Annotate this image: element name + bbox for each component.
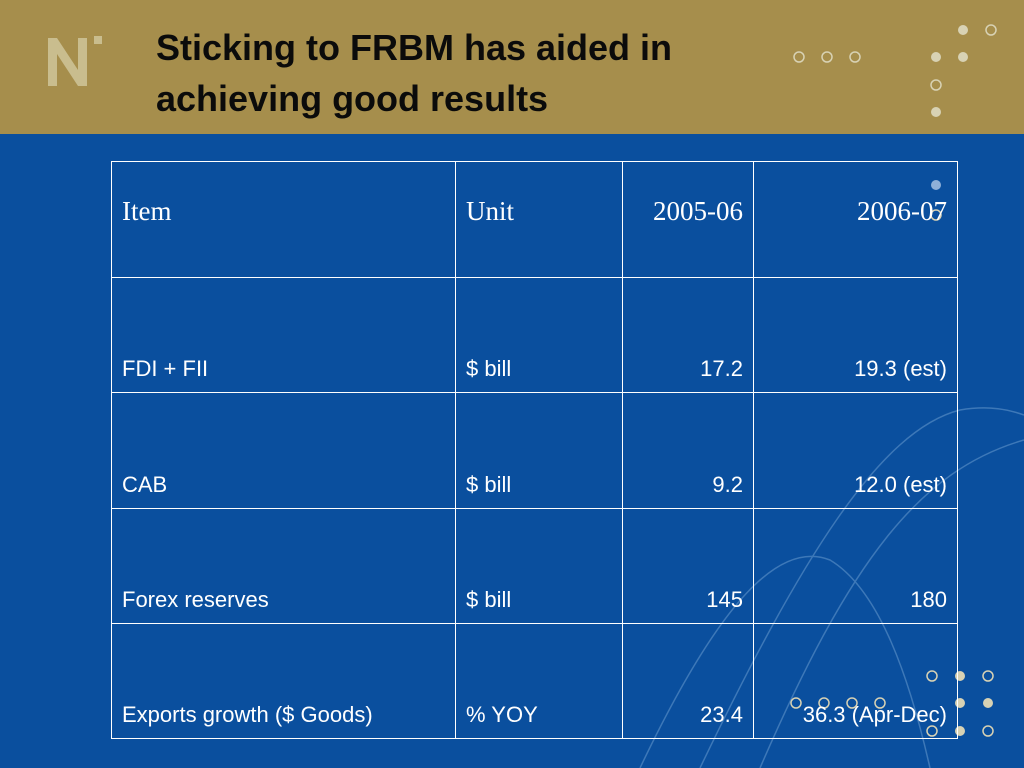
cell-2005-06: 17.2 (622, 276, 754, 394)
cell-unit: $ bill (455, 276, 623, 394)
cell-unit: $ bill (455, 392, 623, 509)
table-header-row: Item Unit 2005-06 2006-07 (111, 161, 958, 278)
header-2006-07: 2006-07 (753, 161, 958, 278)
cell-2006-07: 180 (753, 507, 958, 624)
table-row: FDI + FII $ bill 17.2 19.3 (est) (111, 276, 958, 394)
cell-2005-06: 9.2 (622, 392, 754, 509)
header-band: Sticking to FRBM has aided in achieving … (0, 0, 1024, 134)
slide-title: Sticking to FRBM has aided in achieving … (156, 27, 673, 119)
cell-2005-06: 23.4 (622, 622, 754, 740)
n-logo-icon (48, 36, 102, 86)
cell-2006-07: 36.3 (Apr-Dec) (753, 622, 958, 740)
cell-2006-07: 19.3 (est) (753, 276, 958, 394)
header-item: Item (111, 161, 456, 278)
header-2005-06: 2005-06 (622, 161, 754, 278)
cell-item: CAB (111, 392, 456, 509)
cell-item: FDI + FII (111, 276, 456, 394)
cell-unit: $ bill (455, 507, 623, 624)
cell-2006-07: 12.0 (est) (753, 392, 958, 509)
cell-2005-06: 145 (622, 507, 754, 624)
table-row: Exports growth ($ Goods) % YOY 23.4 36.3… (111, 622, 958, 740)
table-row: CAB $ bill 9.2 12.0 (est) (111, 392, 958, 509)
results-table: Item Unit 2005-06 2006-07 FDI + FII $ bi… (111, 161, 958, 740)
table-row: Forex reserves $ bill 145 180 (111, 507, 958, 624)
cell-item: Forex reserves (111, 507, 456, 624)
cell-unit: % YOY (455, 622, 623, 740)
header-unit: Unit (455, 161, 623, 278)
cell-item: Exports growth ($ Goods) (111, 622, 456, 740)
